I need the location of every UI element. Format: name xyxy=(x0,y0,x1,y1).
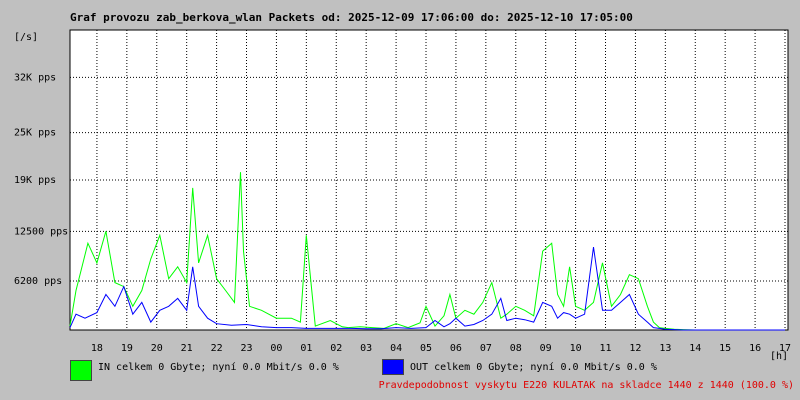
x-tick-label: 22 xyxy=(211,343,223,354)
out-legend-label: OUT celkem 0 Gbyte; nyní 0.0 Mbit/s 0.0 … xyxy=(410,362,657,373)
x-axis-unit: [h] xyxy=(770,351,788,362)
y-tick-label: 12500 pps xyxy=(14,226,68,237)
x-tick-label: 03 xyxy=(360,343,372,354)
plot-background xyxy=(69,29,789,331)
x-tick-label: 17 xyxy=(779,343,791,354)
x-tick-label: 13 xyxy=(659,343,671,354)
x-tick-label: 15 xyxy=(719,343,731,354)
y-tick-label: 32K pps xyxy=(14,72,56,83)
y-axis-labels: 6200 pps 12500 pps 19K pps 25K pps 32K pps xyxy=(14,72,68,287)
x-tick-label: 04 xyxy=(390,343,402,354)
x-tick-label: 20 xyxy=(151,343,163,354)
x-tick-label: 02 xyxy=(330,343,342,354)
y-tick-label: 25K pps xyxy=(14,128,56,139)
y-axis-unit: [/s] xyxy=(14,32,38,43)
in-legend-label: IN celkem 0 Gbyte; nyní 0.0 Mbit/s 0.0 % xyxy=(98,362,339,373)
in-series-line xyxy=(69,172,785,331)
grid xyxy=(70,30,788,330)
x-tick-label: 06 xyxy=(450,343,462,354)
in-legend-swatch xyxy=(70,360,92,381)
x-tick-label: 18 xyxy=(91,343,103,354)
out-legend-swatch xyxy=(382,359,404,375)
x-tick-label: 08 xyxy=(510,343,522,354)
x-tick-label: 05 xyxy=(420,343,432,354)
y-tick-label: 19K pps xyxy=(14,175,56,186)
x-tick-label: 07 xyxy=(480,343,492,354)
x-tick-label: 10 xyxy=(570,343,582,354)
x-tick-label: 23 xyxy=(240,343,252,354)
x-axis-labels: 18 19 20 21 22 23 00 01 02 03 04 05 06 07 08 09 10 11 12 13… xyxy=(91,343,791,354)
chart-title: Graf provozu zab_berkova_wlan Packets od… xyxy=(70,11,633,24)
x-tick-label: 11 xyxy=(599,343,611,354)
x-tick-label: 19 xyxy=(121,343,133,354)
x-tick-label: 14 xyxy=(689,343,701,354)
x-tick-label: 21 xyxy=(181,343,193,354)
x-tick-label: 00 xyxy=(270,343,282,354)
footer-note: Pravdepodobnost vyskytu E220 KULATAK na … xyxy=(378,380,794,391)
out-series-line xyxy=(69,247,785,331)
x-tick-label: 01 xyxy=(300,343,312,354)
x-tick-label: 09 xyxy=(540,343,552,354)
x-tick-label: 12 xyxy=(629,343,641,354)
series-lines xyxy=(69,172,785,331)
y-tick-label: 6200 pps xyxy=(14,276,62,287)
x-tick-label: 16 xyxy=(749,343,761,354)
